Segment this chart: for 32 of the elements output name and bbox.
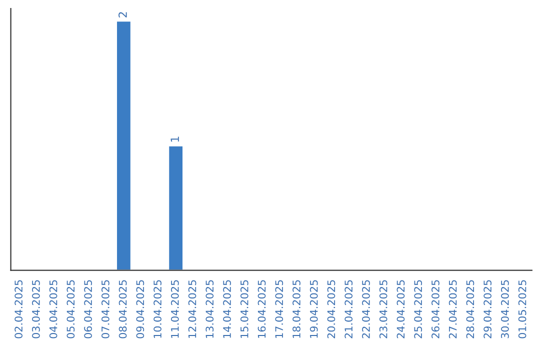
x-tick-label: 16.04.2025 xyxy=(258,280,266,338)
x-tick-label: 05.04.2025 xyxy=(66,280,75,338)
x-tick-label: 07.04.2025 xyxy=(101,280,110,338)
data-label: 1 xyxy=(170,136,179,142)
x-tick-label: 14.04.2025 xyxy=(223,280,231,338)
x-tick-label: 03.04.2025 xyxy=(32,280,40,338)
x-tick-label: 30.04.2025 xyxy=(500,280,509,338)
x-tick-label: 24.04.2025 xyxy=(396,280,405,338)
x-tick-label: 20.04.2025 xyxy=(327,280,336,338)
x-tick-label: 26.04.2025 xyxy=(432,280,440,338)
x-tick-label: 04.04.2025 xyxy=(49,280,58,338)
x-tick-label: 15.04.2025 xyxy=(240,280,248,338)
x-tick-label: 01.05.2025 xyxy=(518,280,526,338)
x-tick-label: 12.04.2025 xyxy=(188,280,196,338)
x-tick-label: 21.04.2025 xyxy=(344,280,353,338)
x-tick-label: 02.04.2025 xyxy=(14,280,23,338)
data-label: 2 xyxy=(118,12,127,18)
x-tick-label: 29.04.2025 xyxy=(484,280,492,338)
x-tick-label: 23.04.2025 xyxy=(379,280,388,338)
x-tick-label: 22.04.2025 xyxy=(362,280,370,338)
x-tick-label: 08.04.2025 xyxy=(118,280,127,338)
x-tick-label: 13.04.2025 xyxy=(206,280,214,338)
x-tick-label: 19.04.2025 xyxy=(310,280,318,338)
x-tick-label: 17.04.2025 xyxy=(275,280,284,338)
x-tick-label: 09.04.2025 xyxy=(136,280,144,338)
x-tick-label: 06.04.2025 xyxy=(84,280,92,338)
x-tick-label: 10.04.2025 xyxy=(154,280,162,338)
x-tick-label: 28.04.2025 xyxy=(466,280,474,338)
x-tick-label: 11.04.2025 xyxy=(170,280,179,338)
x-tick-label: 27.04.2025 xyxy=(448,280,457,338)
x-tick-label: 25.04.2025 xyxy=(414,280,422,338)
x-tick-label: 18.04.2025 xyxy=(292,280,300,338)
